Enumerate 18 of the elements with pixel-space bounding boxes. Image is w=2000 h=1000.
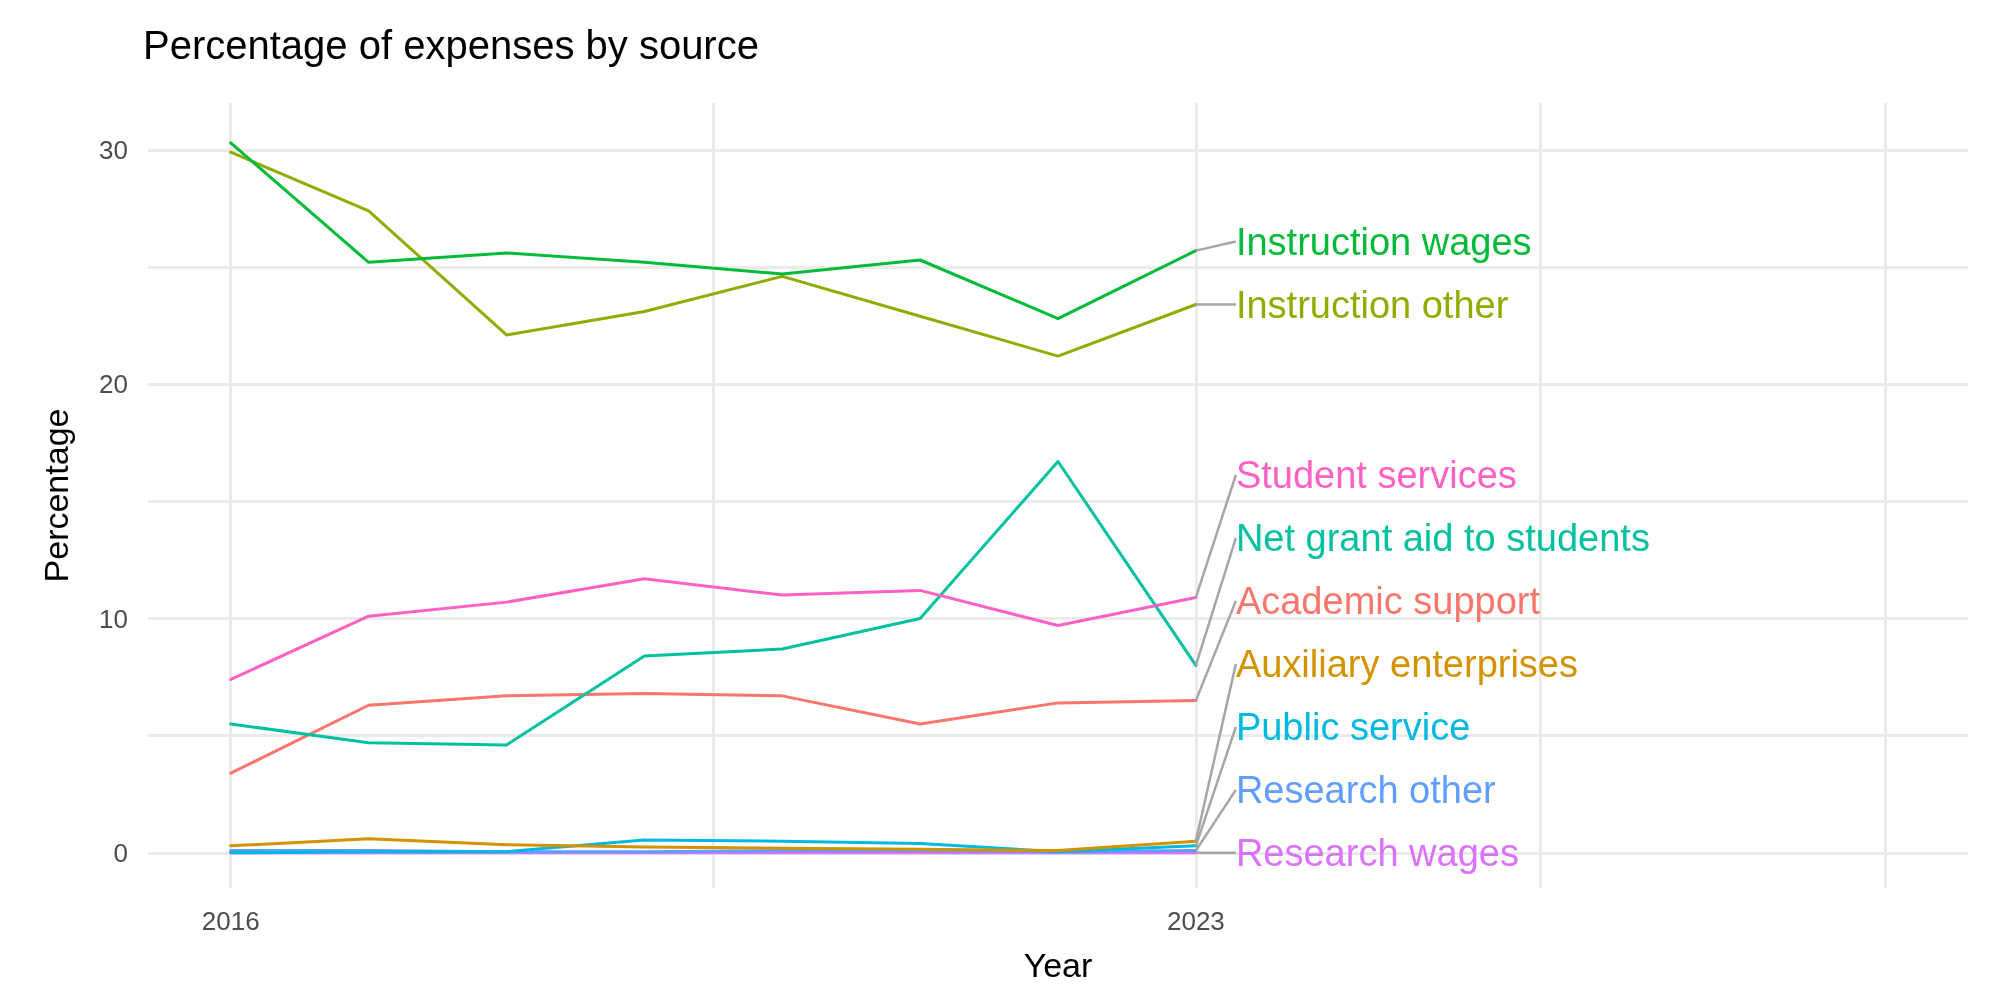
y-tick-label: 10 [99,603,128,634]
text: Academic support [1235,579,1541,622]
y-tick-label: 0 [113,837,128,868]
x-tick-label: 2023 [1166,906,1225,936]
series-label: Research other [1235,768,1497,811]
series-label: Research wages [1235,831,1519,874]
text: Student services [1235,453,1517,496]
chart-title: Percentage of expenses by source [143,23,759,67]
text: Net grant aid to students [1235,516,1650,559]
y-tick-label: 20 [99,369,128,400]
y-axis-title: Percentage [37,408,75,583]
text: Auxiliary enterprises [1235,642,1579,685]
y-tick-label: 30 [99,134,128,165]
text: Public service [1235,705,1471,748]
series-label: Instruction wages [1235,220,1532,263]
x-tick-label: 2016 [201,906,260,936]
x-axis-title: Year [1023,946,1093,984]
series-label: Instruction other [1235,283,1509,326]
